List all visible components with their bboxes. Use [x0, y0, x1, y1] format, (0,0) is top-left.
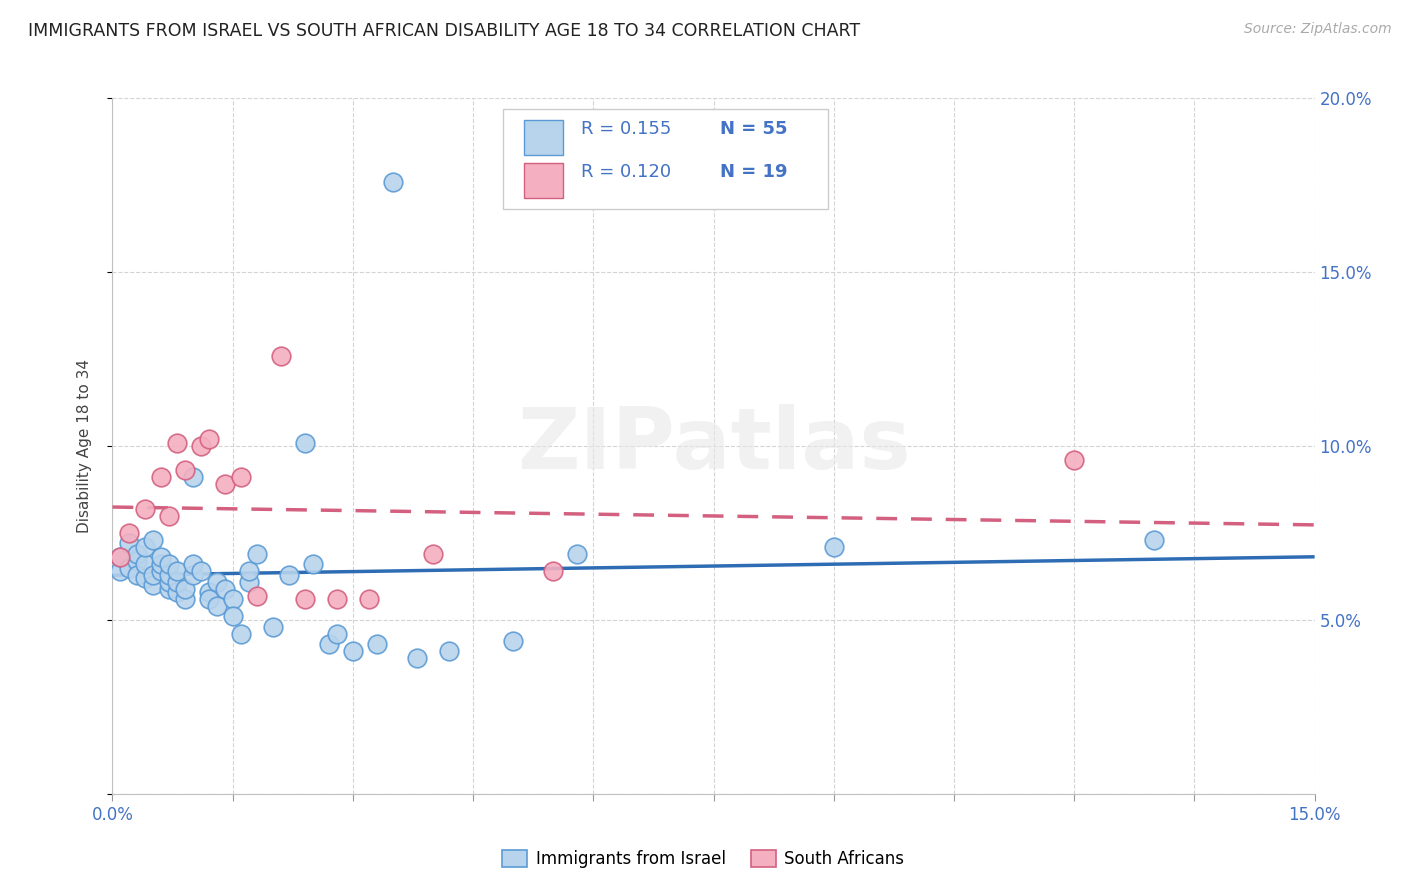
Point — [302, 558, 325, 572]
Point — [238, 574, 260, 589]
Point — [823, 540, 845, 554]
Point — [190, 564, 212, 578]
Point — [125, 554, 148, 568]
Point — [117, 525, 139, 540]
Point — [141, 533, 163, 547]
Point — [157, 558, 180, 572]
Point — [366, 637, 388, 651]
Point — [382, 175, 405, 189]
Point — [1063, 453, 1085, 467]
Point — [141, 567, 163, 582]
Point — [318, 637, 340, 651]
Point — [166, 564, 188, 578]
Point — [173, 582, 195, 596]
Point — [149, 470, 172, 484]
Text: ZIPatlas: ZIPatlas — [516, 404, 911, 488]
Text: Source: ZipAtlas.com: Source: ZipAtlas.com — [1244, 22, 1392, 37]
Point — [149, 564, 172, 578]
Text: R = 0.120: R = 0.120 — [581, 163, 672, 181]
Point — [326, 627, 349, 641]
Point — [149, 558, 172, 572]
Point — [134, 501, 156, 516]
Point — [117, 561, 139, 575]
Point — [166, 435, 188, 450]
Point — [294, 435, 316, 450]
Point — [181, 470, 204, 484]
Point — [197, 592, 219, 607]
Point — [125, 547, 148, 561]
Point — [157, 508, 180, 523]
Point — [173, 592, 195, 607]
Point — [229, 470, 252, 484]
Point — [294, 592, 316, 607]
Point — [277, 567, 299, 582]
Point — [246, 589, 269, 603]
Point — [342, 644, 364, 658]
Point — [222, 609, 245, 624]
Point — [110, 550, 132, 565]
Point — [134, 558, 156, 572]
Point — [357, 592, 380, 607]
Point — [157, 567, 180, 582]
Text: N = 55: N = 55 — [720, 120, 787, 138]
Point — [326, 592, 349, 607]
Point — [222, 592, 245, 607]
Point — [181, 567, 204, 582]
Point — [1143, 533, 1166, 547]
Point — [214, 477, 236, 491]
Point — [502, 633, 524, 648]
Point — [125, 567, 148, 582]
Point — [190, 439, 212, 453]
Point — [166, 585, 188, 599]
Text: N = 19: N = 19 — [720, 163, 787, 181]
Point — [229, 627, 252, 641]
Point — [567, 547, 589, 561]
Point — [157, 582, 180, 596]
Point — [262, 620, 284, 634]
Point — [181, 558, 204, 572]
Point — [543, 564, 565, 578]
Point — [149, 550, 172, 565]
Point — [406, 651, 429, 665]
FancyBboxPatch shape — [523, 120, 564, 155]
Point — [117, 536, 139, 550]
FancyBboxPatch shape — [503, 109, 828, 210]
Point — [238, 564, 260, 578]
Point — [134, 540, 156, 554]
Point — [246, 547, 269, 561]
Point — [437, 644, 460, 658]
Point — [166, 574, 188, 589]
Legend: Immigrants from Israel, South Africans: Immigrants from Israel, South Africans — [495, 843, 911, 875]
Point — [197, 585, 219, 599]
Point — [141, 578, 163, 592]
Point — [134, 571, 156, 585]
Point — [157, 574, 180, 589]
Text: IMMIGRANTS FROM ISRAEL VS SOUTH AFRICAN DISABILITY AGE 18 TO 34 CORRELATION CHAR: IMMIGRANTS FROM ISRAEL VS SOUTH AFRICAN … — [28, 22, 860, 40]
Point — [270, 349, 292, 363]
FancyBboxPatch shape — [523, 163, 564, 198]
Point — [173, 463, 195, 477]
Point — [205, 574, 228, 589]
Point — [110, 550, 132, 565]
Point — [205, 599, 228, 613]
Point — [197, 432, 219, 446]
Point — [110, 564, 132, 578]
Point — [214, 582, 236, 596]
Y-axis label: Disability Age 18 to 34: Disability Age 18 to 34 — [77, 359, 91, 533]
Text: R = 0.155: R = 0.155 — [581, 120, 672, 138]
Point — [422, 547, 444, 561]
